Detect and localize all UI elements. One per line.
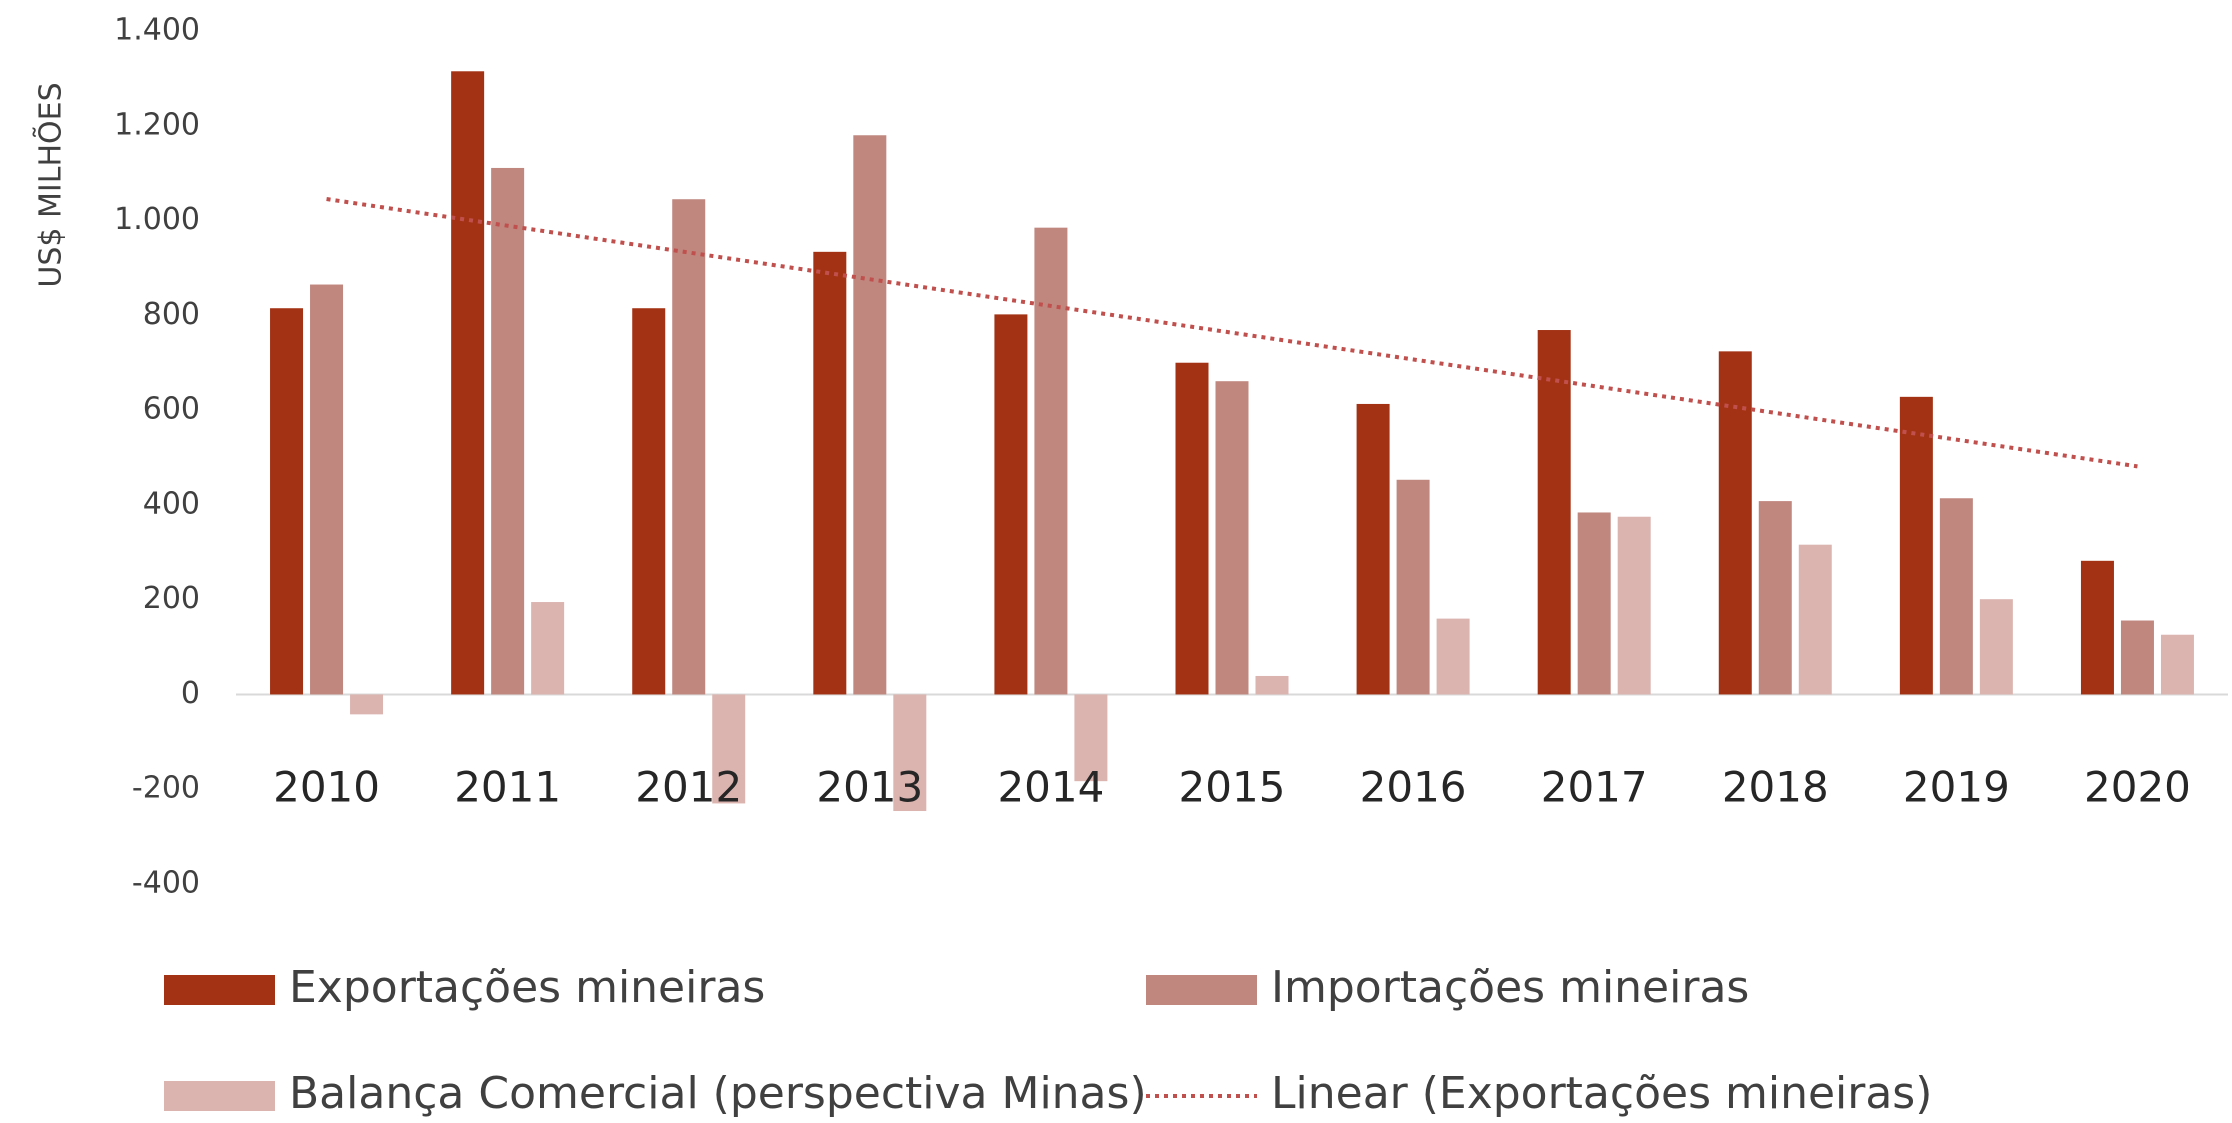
bar bbox=[310, 284, 344, 695]
bar bbox=[1758, 501, 1792, 695]
bar bbox=[1356, 403, 1390, 695]
bar bbox=[1215, 381, 1249, 695]
bar bbox=[2160, 634, 2194, 695]
x-tick-label: 2011 bbox=[454, 763, 561, 812]
bar bbox=[893, 694, 927, 812]
y-tick-label: 200 bbox=[143, 581, 200, 616]
bar bbox=[1255, 675, 1289, 695]
bar bbox=[1396, 479, 1430, 695]
y-tick-label: 400 bbox=[143, 486, 200, 521]
x-tick-label: 2018 bbox=[1722, 763, 1829, 812]
bar bbox=[1979, 599, 2013, 695]
y-tick-label: 1.000 bbox=[114, 202, 200, 237]
y-tick-label: 800 bbox=[143, 297, 200, 332]
bar bbox=[451, 71, 485, 695]
bar bbox=[2120, 620, 2154, 695]
bar bbox=[1175, 362, 1209, 695]
bar bbox=[853, 135, 887, 695]
bar bbox=[1617, 516, 1651, 695]
bar bbox=[1718, 351, 1752, 695]
y-tick-label: -400 bbox=[132, 866, 200, 901]
bar bbox=[672, 199, 706, 695]
y-tick-label: 1.200 bbox=[114, 107, 200, 142]
legend-swatch bbox=[164, 975, 275, 1005]
bar bbox=[1537, 330, 1571, 695]
bar bbox=[1939, 498, 1973, 695]
legend-label: Importações mineiras bbox=[1271, 962, 1749, 1013]
bar bbox=[813, 251, 847, 695]
y-axis-title: US$ MILHÕES bbox=[32, 82, 69, 287]
bar bbox=[712, 694, 746, 804]
y-tick-label: 600 bbox=[143, 392, 200, 427]
bar bbox=[1074, 694, 1108, 782]
x-tick-label: 2016 bbox=[1360, 763, 1467, 812]
bar bbox=[350, 694, 384, 715]
bar bbox=[1436, 618, 1470, 695]
bar bbox=[531, 602, 565, 695]
bar bbox=[491, 167, 525, 695]
bar bbox=[1034, 227, 1068, 695]
legend-label: Exportações mineiras bbox=[289, 962, 765, 1013]
x-tick-label: 2015 bbox=[1179, 763, 1286, 812]
bar bbox=[632, 308, 666, 695]
x-tick-label: 2013 bbox=[816, 763, 923, 812]
legend-label: Balança Comercial (perspectiva Minas) bbox=[289, 1068, 1147, 1119]
bar bbox=[1899, 396, 1933, 695]
bar bbox=[1577, 512, 1611, 695]
x-tick-label: 2019 bbox=[1903, 763, 2010, 812]
x-tick-label: 2012 bbox=[635, 763, 742, 812]
y-tick-label: -200 bbox=[132, 771, 200, 806]
legend-swatch bbox=[164, 1081, 275, 1111]
y-tick-label: 0 bbox=[181, 676, 200, 711]
bar bbox=[994, 314, 1028, 695]
bar bbox=[1798, 544, 1832, 695]
legend-label: Linear (Exportações mineiras) bbox=[1271, 1068, 1932, 1119]
bar bbox=[270, 308, 304, 695]
x-tick-label: 2014 bbox=[997, 763, 1104, 812]
x-tick-label: 2010 bbox=[273, 763, 380, 812]
x-tick-label: 2020 bbox=[2084, 763, 2191, 812]
y-tick-label: 1.400 bbox=[114, 13, 200, 48]
bar bbox=[2080, 560, 2114, 695]
legend-swatch bbox=[1146, 975, 1257, 1005]
x-tick-label: 2017 bbox=[1541, 763, 1648, 812]
